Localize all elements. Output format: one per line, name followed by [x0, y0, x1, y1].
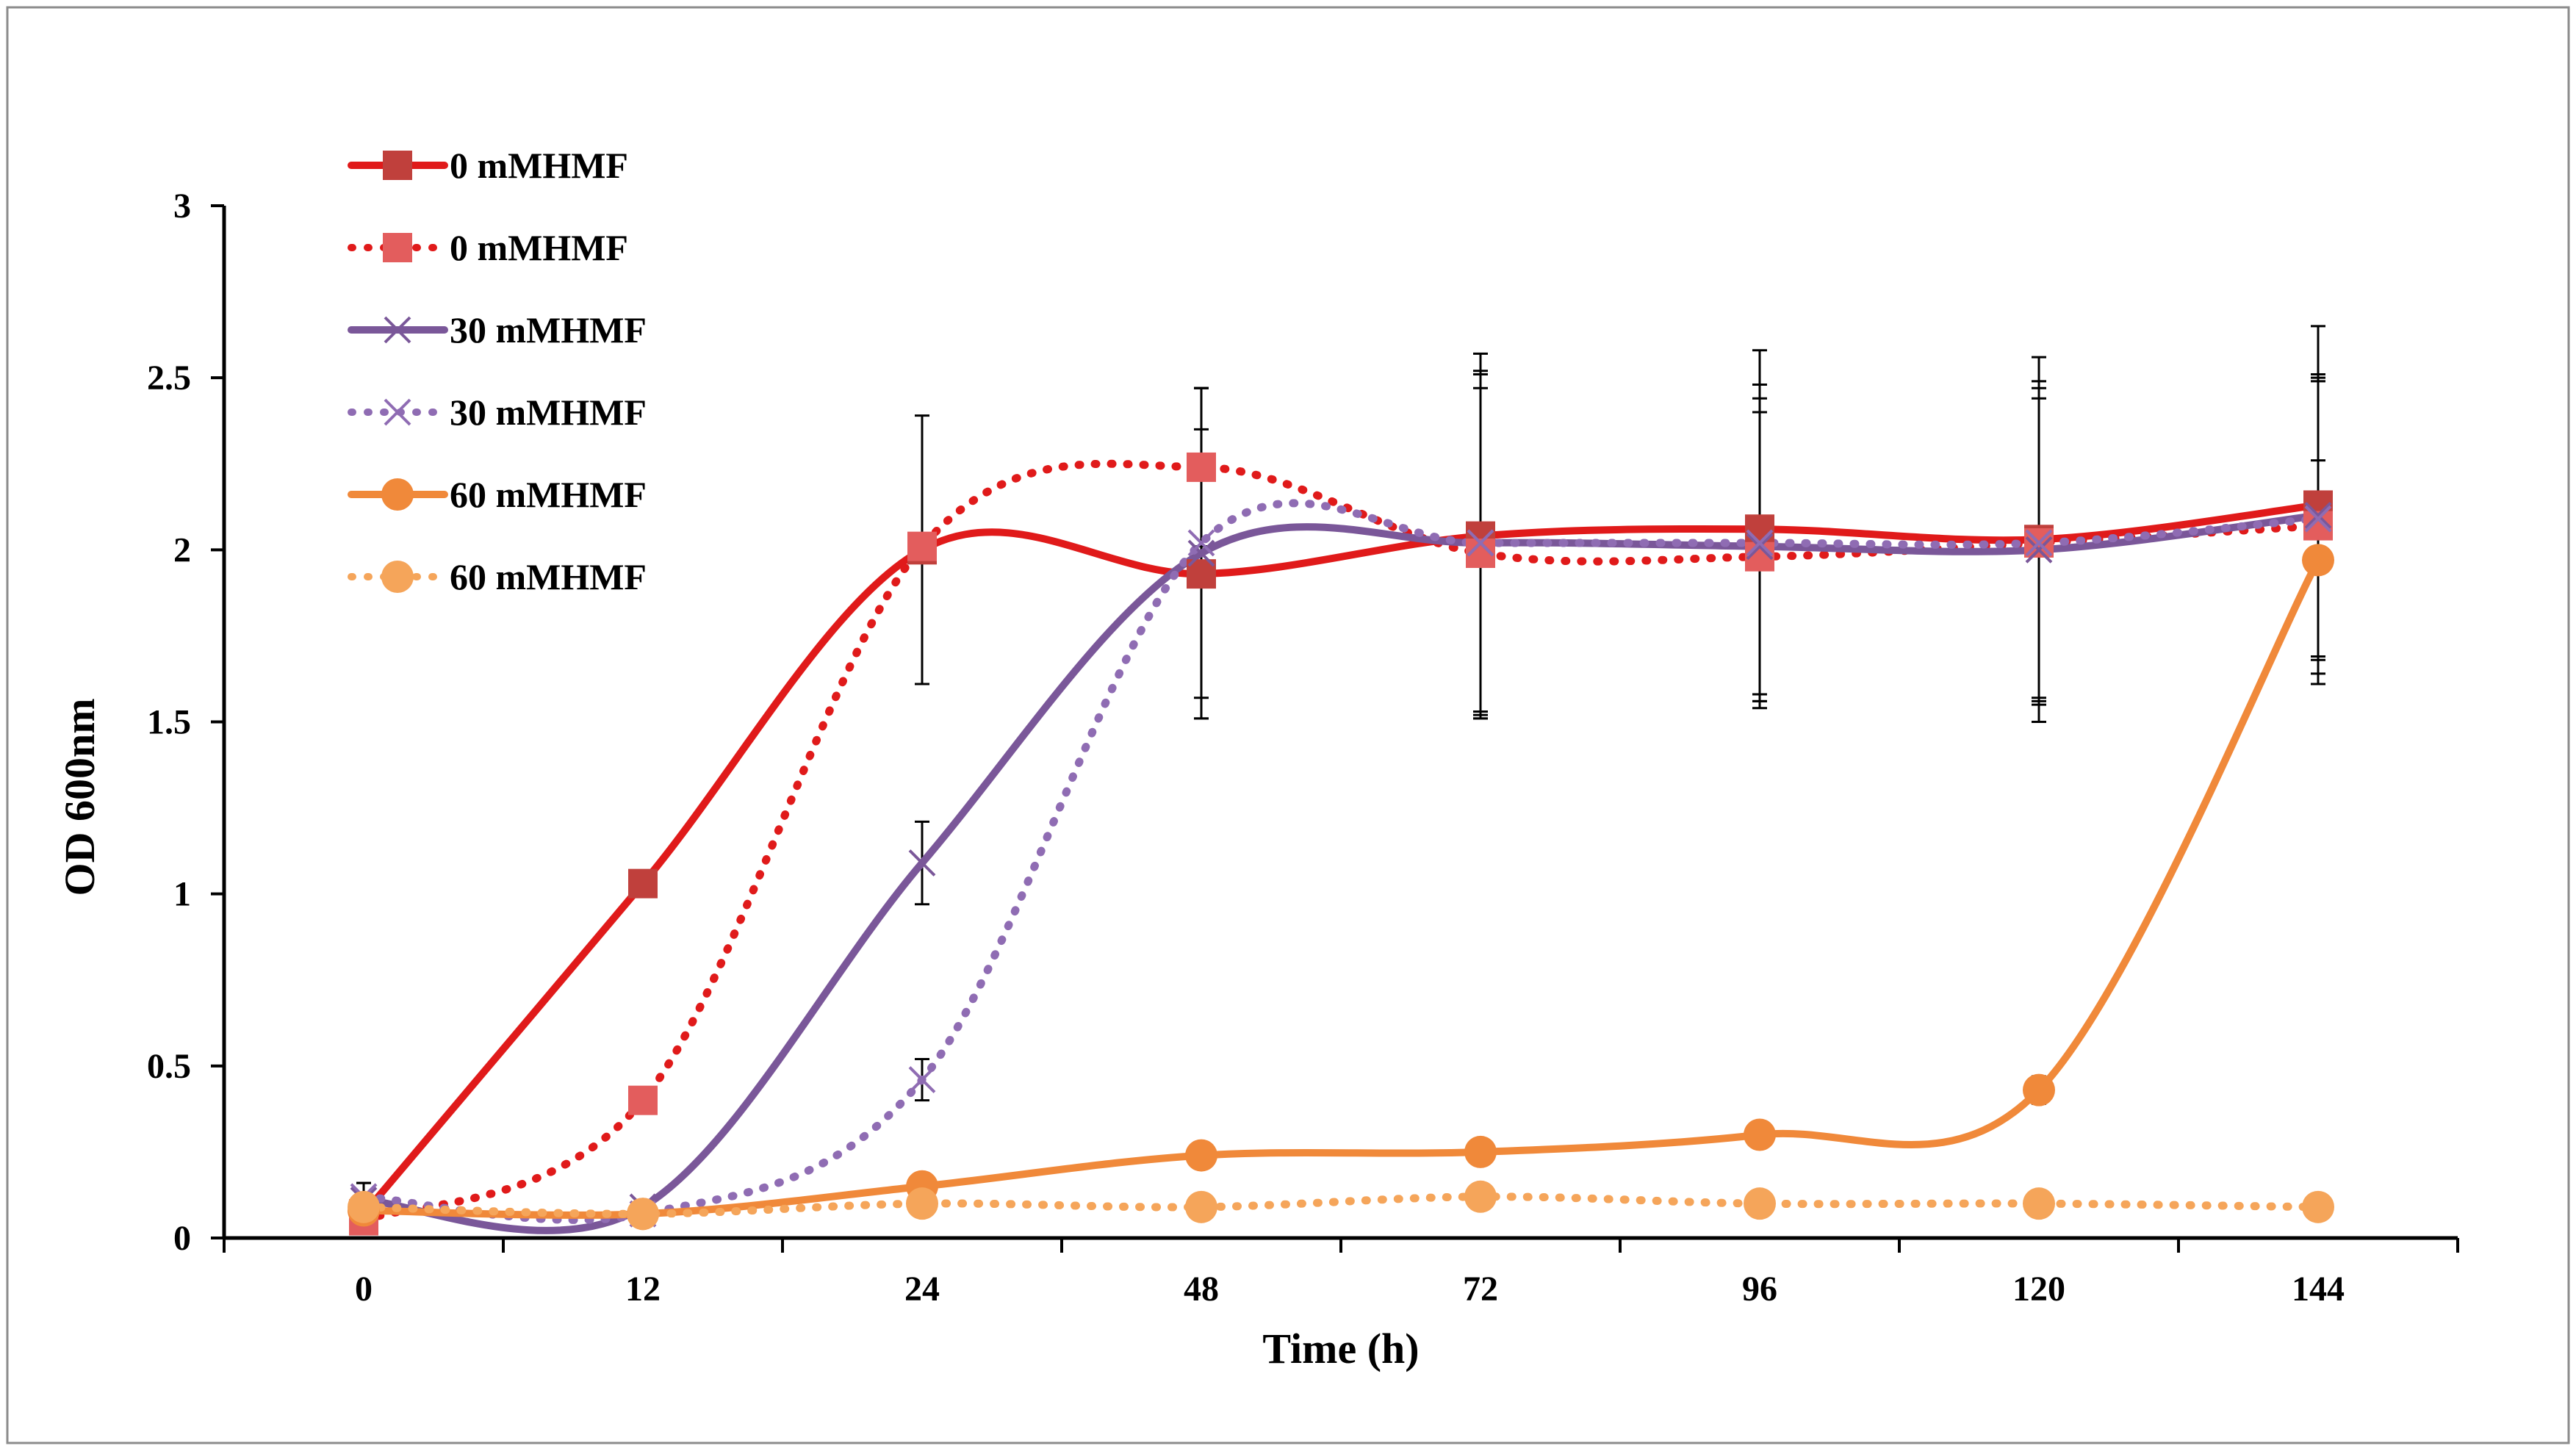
data-point-3-stroke	[1467, 529, 1494, 557]
x-tick-label: 24	[904, 1270, 940, 1309]
x-tick-label: 12	[625, 1270, 661, 1309]
data-point-2-stroke	[1187, 539, 1215, 567]
data-point-4	[1464, 1135, 1497, 1168]
data-point-5	[2023, 1187, 2055, 1220]
markers-group	[348, 452, 2334, 1236]
data-point-3	[2304, 505, 2332, 533]
x-tick-label: 96	[1742, 1270, 1777, 1309]
legend: 0 mMHMF 0 mMHMF 30 mMHMF 30 mMHMF 60 mMHMF 60…	[348, 145, 647, 597]
legend-marker	[381, 478, 414, 511]
legend-marker	[384, 398, 411, 426]
data-point-0	[628, 868, 658, 899]
legend-label: 60 mMHMF	[450, 556, 647, 597]
legend-marker-stroke	[384, 398, 411, 426]
data-point-3-stroke	[2025, 529, 2053, 557]
y-tick-label: 2.5	[147, 359, 191, 397]
data-point-2-stroke	[908, 849, 936, 877]
legend-label: 30 mMHMF	[450, 309, 647, 350]
axes-group: 0 0.5 1 1.5 2 2.5 3 0 12 24 48 72 96 120 144	[147, 187, 2459, 1309]
series-line-3	[359, 499, 2323, 1224]
data-point-4	[1744, 1118, 1776, 1151]
data-point-4	[2023, 1073, 2055, 1106]
data-point-3-stroke	[2304, 505, 2332, 533]
data-point-2	[1187, 539, 1215, 567]
x-tick-label: 72	[1463, 1270, 1498, 1309]
data-point-2	[2025, 536, 2053, 564]
legend-marker	[384, 316, 411, 344]
data-point-1	[628, 1085, 658, 1115]
data-point-3	[1467, 529, 1494, 557]
series-line-2	[360, 511, 2322, 1234]
data-point-3	[2025, 529, 2053, 557]
y-axis-label: OD 600nm	[56, 698, 104, 896]
x-tick-label: 120	[2012, 1270, 2065, 1309]
chart-border	[6, 6, 2570, 1444]
x-axis-label: Time (h)	[1262, 1325, 1419, 1372]
data-point-5	[1744, 1187, 1776, 1220]
data-point-5	[627, 1198, 659, 1231]
data-point-5	[2302, 1190, 2334, 1223]
data-point-3-stroke	[908, 1066, 936, 1093]
legend-marker-stroke	[384, 316, 411, 344]
x-tick-label: 144	[2292, 1270, 2345, 1309]
y-tick-label: 1.5	[147, 703, 191, 742]
legend-label: 60 mMHMF	[450, 474, 647, 515]
data-point-2-stroke	[2025, 536, 2053, 564]
data-point-3	[1746, 529, 1774, 557]
x-tick-label: 48	[1184, 1270, 1219, 1309]
data-point-5	[348, 1190, 380, 1223]
data-point-2	[908, 849, 936, 877]
y-tick-label: 3	[173, 187, 191, 226]
y-tick-label: 0	[173, 1219, 191, 1258]
legend-label: 30 mMHMF	[450, 392, 647, 433]
data-point-1	[907, 531, 937, 561]
legend-label: 0 mMHMF	[450, 145, 628, 186]
data-point-5	[1185, 1190, 1217, 1223]
data-point-2	[1746, 533, 1774, 561]
x-tick-label: 0	[355, 1270, 373, 1309]
data-point-3-stroke	[1187, 529, 1215, 557]
data-point-4	[1185, 1139, 1217, 1172]
data-point-2-stroke	[1746, 533, 1774, 561]
legend-marker	[383, 151, 412, 180]
data-point-1	[1187, 452, 1216, 482]
data-point-0	[1745, 514, 1774, 544]
data-point-5	[906, 1187, 938, 1220]
legend-marker	[383, 233, 412, 262]
data-point-3	[908, 1066, 936, 1093]
data-point-3	[1187, 529, 1215, 557]
data-point-2	[2304, 502, 2332, 529]
data-point-2-stroke	[2304, 502, 2332, 529]
legend-label: 0 mMHMF	[450, 227, 628, 268]
y-tick-label: 1	[173, 875, 191, 914]
data-point-3-stroke	[1746, 529, 1774, 557]
y-tick-label: 2	[173, 530, 191, 569]
data-point-4	[2302, 544, 2334, 577]
y-tick-label: 0.5	[147, 1047, 191, 1086]
data-point-5	[1464, 1180, 1497, 1213]
legend-marker	[381, 561, 414, 593]
